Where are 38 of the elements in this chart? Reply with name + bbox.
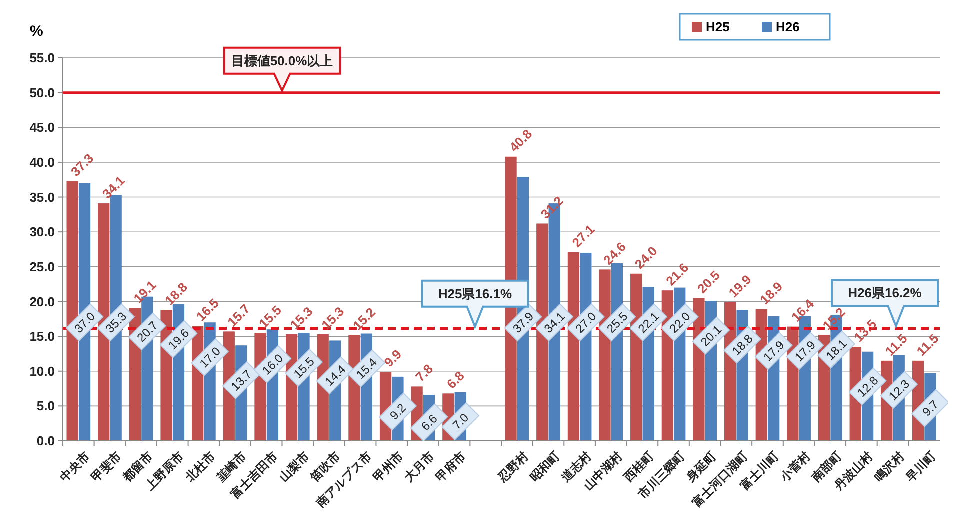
data-label: 37.3 bbox=[68, 150, 97, 180]
data-label: 6.6 bbox=[418, 412, 441, 434]
data-label: 18.1 bbox=[823, 336, 850, 364]
data-label: 7.8 bbox=[412, 361, 436, 385]
data-label: 40.8 bbox=[506, 126, 536, 156]
data-label: 37.0 bbox=[72, 309, 98, 336]
y-tick-label: 40.0 bbox=[30, 155, 55, 170]
ref-line-label: H26県16.2% bbox=[848, 286, 922, 301]
data-label: 19.1 bbox=[130, 278, 160, 306]
data-label: 34.1 bbox=[99, 173, 128, 202]
x-tick-label: 甲州市 bbox=[370, 449, 406, 485]
ref-line-label: 目標値50.0%以上 bbox=[231, 53, 334, 68]
y-tick-label: 30.0 bbox=[30, 224, 55, 240]
y-tick-label: 10.0 bbox=[30, 364, 55, 379]
y-axis-title: % bbox=[30, 23, 44, 40]
data-label: 37.9 bbox=[510, 309, 537, 336]
data-label: 17.9 bbox=[792, 338, 819, 365]
y-tick-label: 45.0 bbox=[30, 120, 55, 136]
data-label: 15.2 bbox=[350, 304, 378, 334]
y-tick-label: 20.0 bbox=[30, 294, 55, 310]
data-label: 9.9 bbox=[381, 346, 405, 370]
legend-label: H26 bbox=[776, 20, 800, 35]
data-label: 31.2 bbox=[538, 193, 566, 222]
ref-line-label: H25県16.1% bbox=[438, 286, 512, 302]
y-tick-label: 50.0 bbox=[30, 85, 55, 100]
data-label: 6.8 bbox=[444, 368, 468, 392]
data-label: 7.0 bbox=[450, 410, 472, 432]
x-tick-label: 甲府市 bbox=[433, 449, 469, 485]
y-tick-label: 0.0 bbox=[36, 434, 55, 449]
y-tick-label: 15.0 bbox=[30, 329, 55, 344]
data-label: 34.1 bbox=[542, 309, 568, 336]
data-label: 9.2 bbox=[387, 400, 410, 423]
y-tick-label: 35.0 bbox=[30, 190, 55, 205]
y-tick-label: 5.0 bbox=[36, 398, 55, 414]
legend-label: H25 bbox=[706, 20, 730, 35]
y-tick-label: 55.0 bbox=[30, 50, 55, 66]
y-tick-label: 25.0 bbox=[30, 259, 55, 274]
data-label: 9.7 bbox=[920, 397, 942, 420]
